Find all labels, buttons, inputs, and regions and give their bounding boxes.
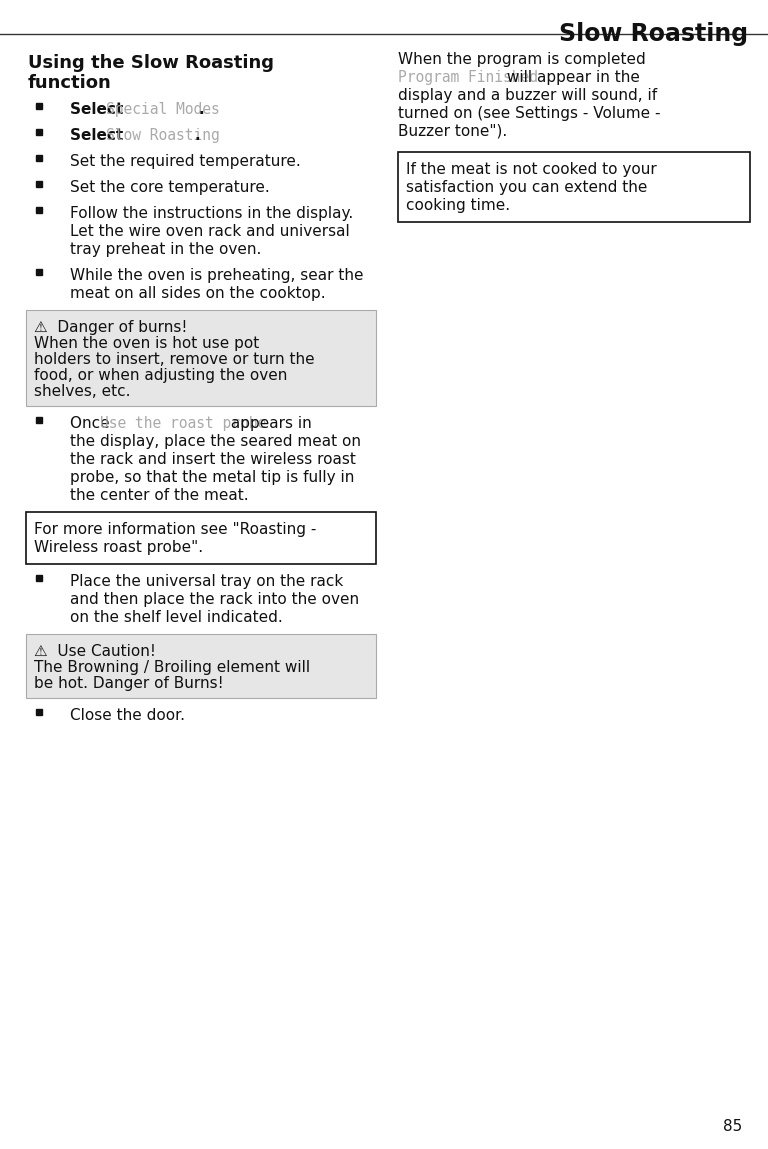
- Text: food, or when adjusting the oven: food, or when adjusting the oven: [34, 368, 287, 383]
- Text: appears in: appears in: [226, 416, 312, 431]
- Text: function: function: [28, 74, 112, 92]
- Text: Using the Slow Roasting: Using the Slow Roasting: [28, 54, 274, 72]
- Text: turned on (see Settings - Volume -: turned on (see Settings - Volume -: [398, 106, 660, 121]
- Bar: [36, 709, 42, 715]
- Bar: [36, 576, 42, 581]
- Bar: [36, 129, 42, 136]
- Text: Let the wire oven rack and universal: Let the wire oven rack and universal: [70, 224, 349, 239]
- Text: If the meat is not cooked to your: If the meat is not cooked to your: [406, 162, 657, 177]
- Bar: [36, 103, 42, 109]
- Text: The Browning / Broiling element will: The Browning / Broiling element will: [34, 660, 310, 674]
- Text: the display, place the seared meat on: the display, place the seared meat on: [70, 434, 361, 449]
- Text: Slow Roasting: Slow Roasting: [106, 128, 220, 142]
- FancyBboxPatch shape: [398, 152, 750, 222]
- Text: and then place the rack into the oven: and then place the rack into the oven: [70, 592, 359, 607]
- Text: Set the required temperature.: Set the required temperature.: [70, 154, 301, 169]
- Bar: [36, 182, 42, 187]
- Bar: [36, 207, 42, 214]
- Text: display and a buzzer will sound, if: display and a buzzer will sound, if: [398, 88, 657, 103]
- Text: .: .: [195, 128, 200, 142]
- Text: satisfaction you can extend the: satisfaction you can extend the: [406, 180, 647, 195]
- Text: ⚠  Danger of burns!: ⚠ Danger of burns!: [34, 321, 187, 336]
- Text: the center of the meat.: the center of the meat.: [70, 488, 249, 503]
- Text: 85: 85: [723, 1119, 742, 1134]
- Text: While the oven is preheating, sear the: While the oven is preheating, sear the: [70, 268, 363, 283]
- Text: When the program is completed: When the program is completed: [398, 52, 646, 67]
- Text: holders to insert, remove or turn the: holders to insert, remove or turn the: [34, 352, 315, 367]
- Text: Buzzer tone").: Buzzer tone").: [398, 124, 507, 139]
- FancyBboxPatch shape: [26, 634, 376, 697]
- Text: meat on all sides on the cooktop.: meat on all sides on the cooktop.: [70, 286, 326, 301]
- Text: Use the roast probe: Use the roast probe: [100, 416, 266, 431]
- FancyBboxPatch shape: [26, 512, 376, 564]
- Text: Close the door.: Close the door.: [70, 708, 185, 723]
- Text: be hot. Danger of Burns!: be hot. Danger of Burns!: [34, 676, 223, 691]
- Text: probe, so that the metal tip is fully in: probe, so that the metal tip is fully in: [70, 470, 354, 485]
- Text: cooking time.: cooking time.: [406, 198, 510, 213]
- Text: When the oven is hot use pot: When the oven is hot use pot: [34, 336, 260, 350]
- Text: Follow the instructions in the display.: Follow the instructions in the display.: [70, 206, 353, 221]
- Text: on the shelf level indicated.: on the shelf level indicated.: [70, 610, 283, 625]
- Text: ⚠  Use Caution!: ⚠ Use Caution!: [34, 643, 156, 660]
- Text: Place the universal tray on the rack: Place the universal tray on the rack: [70, 574, 343, 589]
- Text: Select: Select: [70, 128, 128, 142]
- Text: Select: Select: [70, 102, 128, 117]
- Text: tray preheat in the oven.: tray preheat in the oven.: [70, 242, 261, 257]
- Text: will appear in the: will appear in the: [502, 70, 640, 85]
- Bar: [36, 417, 42, 423]
- Text: the rack and insert the wireless roast: the rack and insert the wireless roast: [70, 452, 356, 466]
- Bar: [36, 155, 42, 161]
- Text: Slow Roasting: Slow Roasting: [559, 22, 748, 46]
- Bar: [36, 269, 42, 276]
- Text: shelves, etc.: shelves, etc.: [34, 384, 131, 399]
- Text: For more information see "Roasting -: For more information see "Roasting -: [34, 522, 316, 537]
- Text: .: .: [198, 102, 204, 117]
- Text: Program Finished: Program Finished: [398, 70, 538, 85]
- Text: Set the core temperature.: Set the core temperature.: [70, 180, 270, 195]
- FancyBboxPatch shape: [26, 310, 376, 406]
- Text: Special Modes: Special Modes: [106, 102, 220, 117]
- Text: Wireless roast probe".: Wireless roast probe".: [34, 540, 203, 555]
- Text: Once: Once: [70, 416, 114, 431]
